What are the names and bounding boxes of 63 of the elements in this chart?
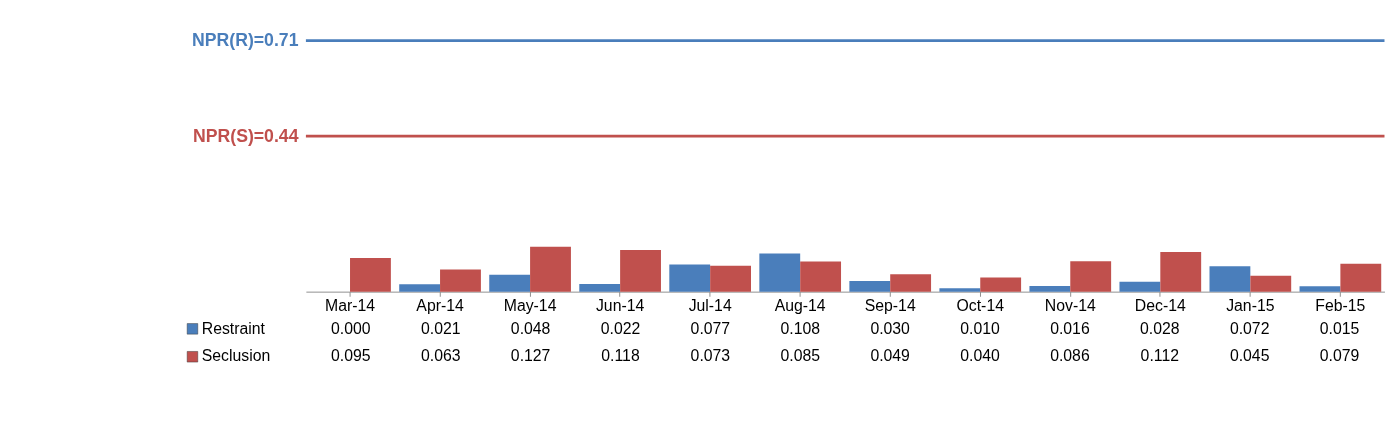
bar: [1070, 261, 1112, 292]
data-label: 0.016: [1050, 319, 1090, 337]
data-label: 0.010: [960, 319, 1000, 337]
data-label: 0.085: [780, 347, 821, 365]
data-label: 0.112: [1140, 347, 1179, 365]
ref-line-label: NPR(S)=0.44: [192, 125, 299, 146]
x-tick-label: Apr-14: [416, 296, 464, 314]
ref-line-label: NPR(R)=0.71: [192, 30, 299, 51]
legend-label: Seclusion: [201, 347, 271, 365]
bar: [939, 288, 981, 292]
data-label: 0.108: [780, 319, 821, 337]
x-tick-label: Sep-14: [864, 296, 916, 314]
data-label: 0.072: [1229, 319, 1270, 337]
data-label: 0.095: [331, 347, 371, 365]
data-label: 0.063: [420, 347, 461, 365]
bar: [669, 264, 711, 292]
bar: [530, 246, 571, 292]
x-tick-label: Mar-14: [325, 296, 376, 314]
x-tick-label: Nov-14: [1044, 296, 1096, 314]
bar: [890, 274, 932, 292]
data-label: 0.118: [601, 347, 640, 365]
x-tick-label: Jun-14: [595, 296, 645, 314]
data-label: 0.048: [510, 319, 551, 337]
data-label: 0.021: [420, 319, 461, 337]
bar: [1250, 275, 1292, 292]
bar: [1340, 263, 1382, 292]
data-label: 0.086: [1050, 347, 1090, 365]
data-label: 0.040: [960, 347, 1000, 365]
bar: [1119, 281, 1161, 292]
data-label: 0.045: [1229, 347, 1270, 365]
bar: [620, 249, 661, 292]
bar: [759, 253, 801, 292]
data-label: 0.073: [690, 347, 731, 365]
bar: [710, 265, 751, 292]
x-tick-label: Jan-15: [1226, 296, 1275, 314]
bar: [800, 261, 842, 292]
data-label: 0.028: [1140, 319, 1180, 337]
data-label: 0.079: [1319, 347, 1360, 365]
bar: [980, 277, 1022, 292]
bar: [1160, 252, 1202, 292]
x-tick-label: Feb-15: [1315, 296, 1366, 314]
x-tick-label: Dec-14: [1134, 296, 1186, 314]
bar: [489, 274, 531, 292]
bar: [1029, 286, 1071, 292]
data-label: 0.077: [690, 319, 731, 337]
data-label: 0.030: [870, 319, 911, 337]
legend-label: Restraint: [201, 319, 266, 337]
bar: [440, 269, 481, 292]
data-label: 0.000: [331, 319, 371, 337]
bar: [399, 284, 441, 292]
x-tick-label: Aug-14: [774, 296, 826, 314]
bar: [1299, 286, 1341, 292]
data-label: 0.015: [1319, 319, 1360, 337]
x-tick-label: Oct-14: [956, 296, 1005, 314]
data-label: 0.049: [870, 347, 911, 365]
data-label: 0.022: [600, 319, 641, 337]
bar: [350, 258, 391, 292]
x-tick-label: May-14: [503, 296, 557, 314]
bar: [1209, 266, 1251, 292]
x-tick-label: Jul-14: [688, 296, 732, 314]
data-label: 0.127: [510, 347, 551, 365]
bar: [849, 281, 891, 292]
bar: [579, 283, 621, 292]
